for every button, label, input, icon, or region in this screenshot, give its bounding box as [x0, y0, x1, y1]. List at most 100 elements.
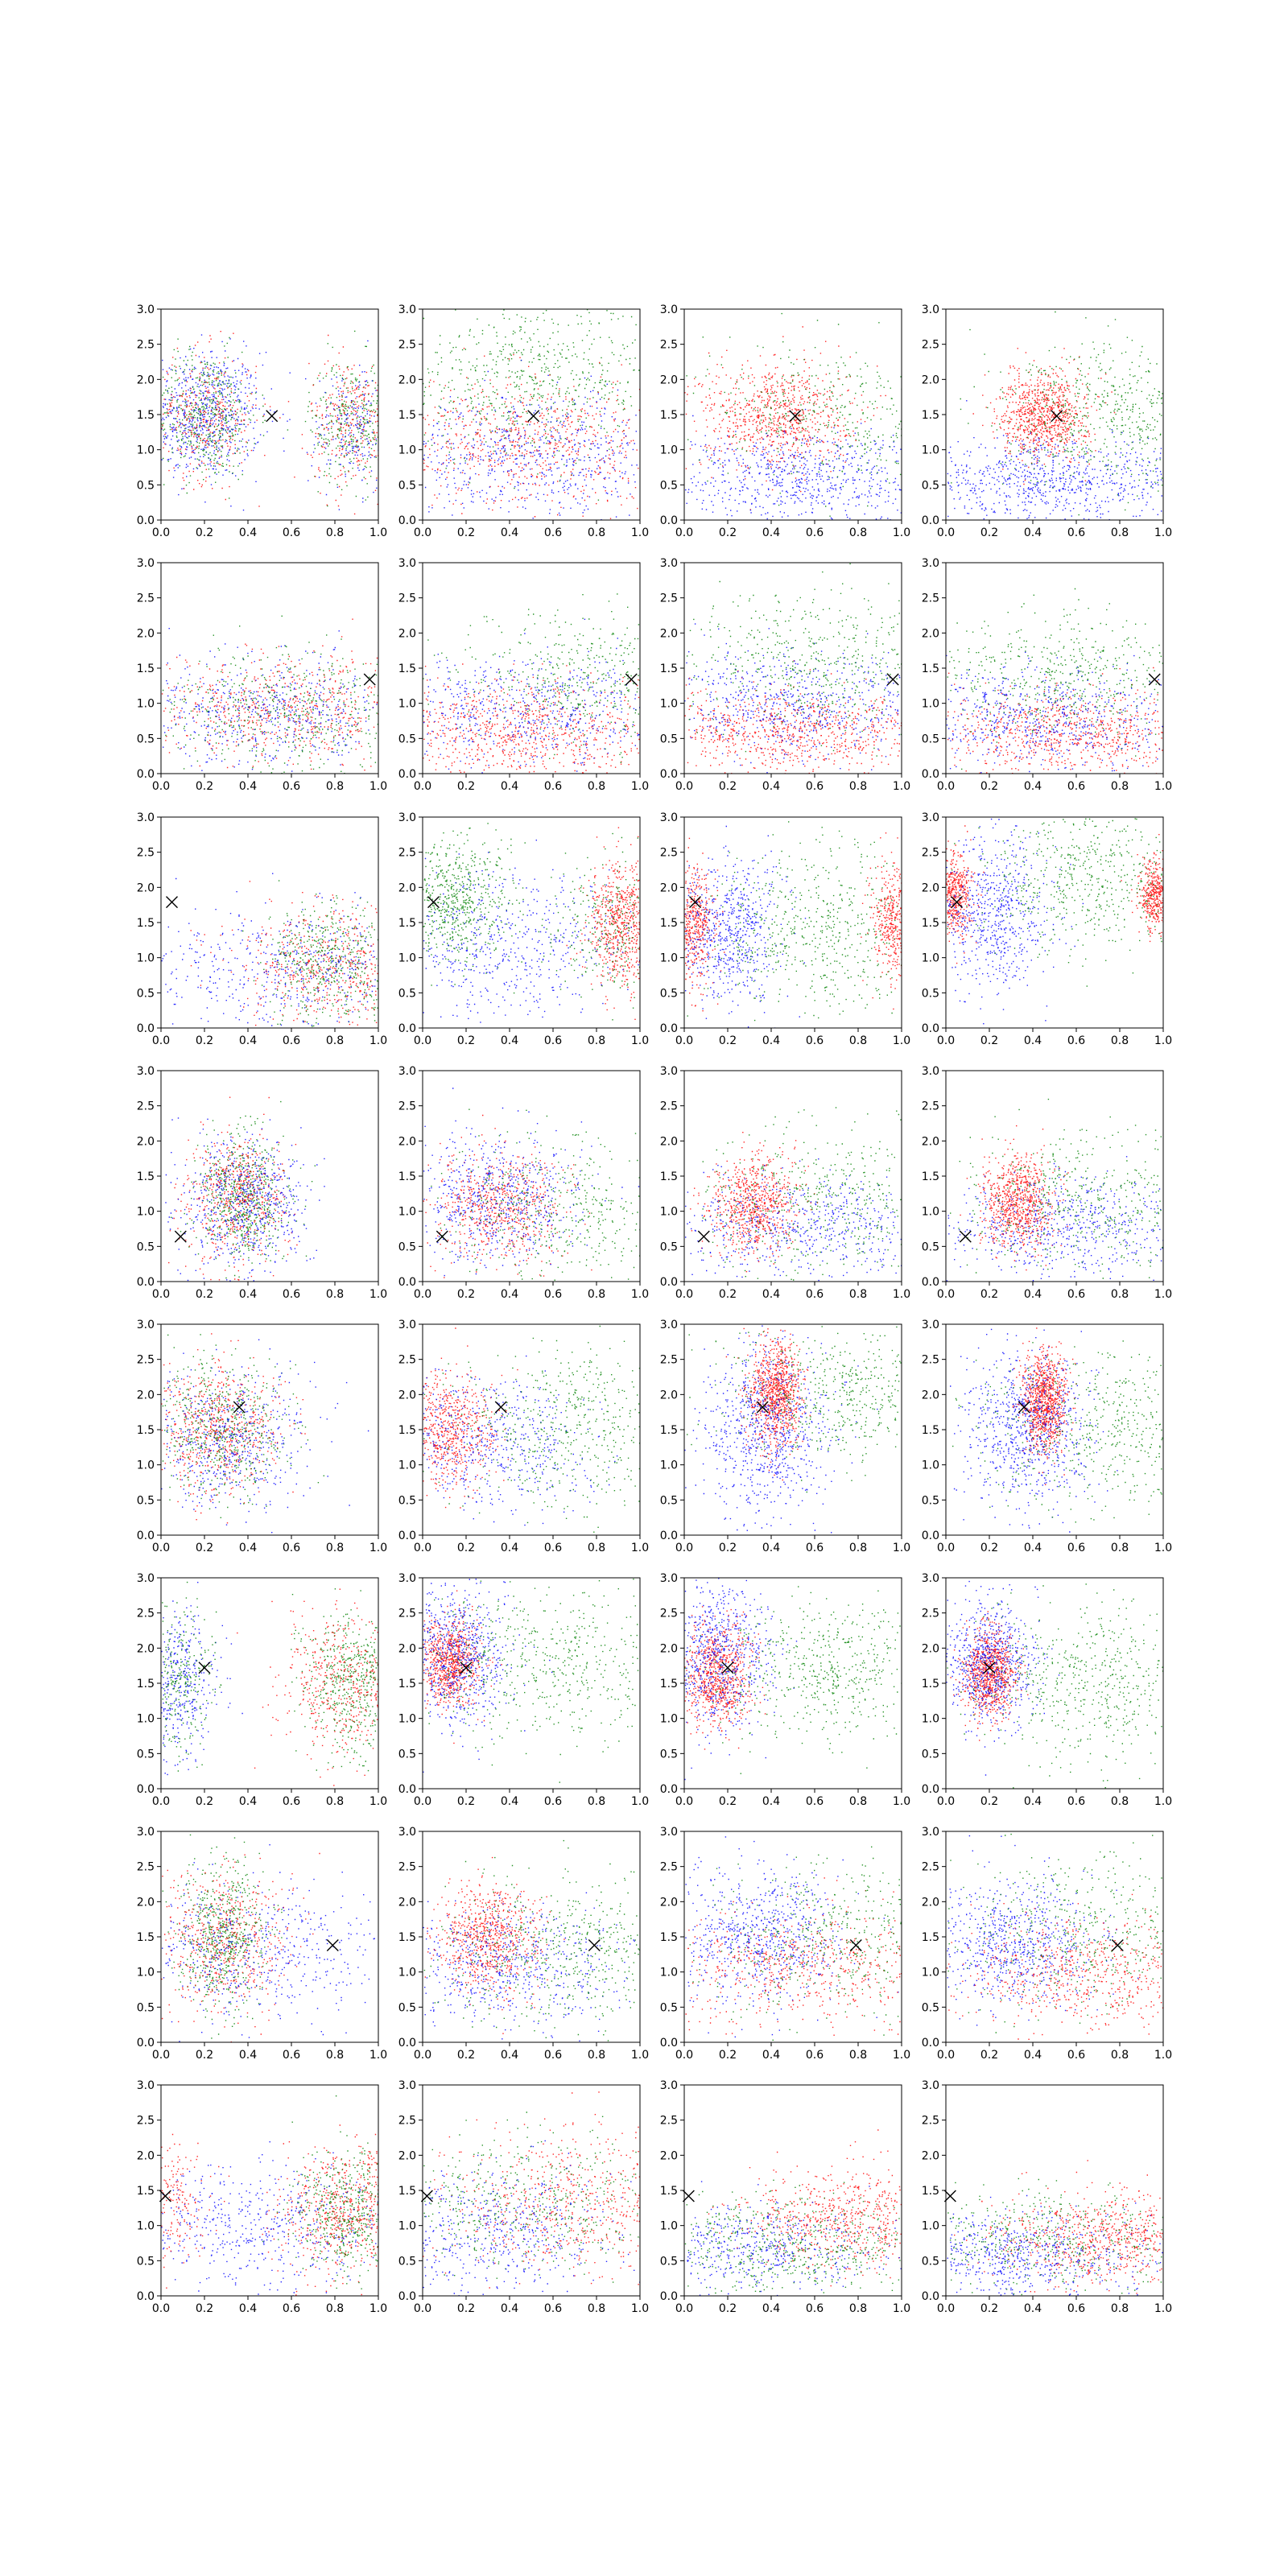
- x-tick-label: 0.4: [501, 2302, 518, 2315]
- y-tick-label: 2.5: [922, 2115, 939, 2128]
- y-tick-label: 3.0: [660, 303, 678, 316]
- x-tick-label: 0.0: [937, 1288, 955, 1301]
- x-tick-label: 0.4: [1024, 1288, 1042, 1301]
- y-tick-label: 0.0: [398, 1022, 416, 1035]
- x-tick-label: 0.2: [719, 780, 737, 793]
- y-tick-label: 0.5: [922, 1748, 939, 1761]
- x-tick-label: 0.4: [501, 1795, 518, 1808]
- y-tick-label: 3.0: [398, 1572, 416, 1585]
- y-tick-label: 1.5: [398, 1678, 416, 1690]
- y-tick-label: 0.0: [922, 1530, 939, 1542]
- panel-r3-c2: 0.0 0.2 0.4 0.6 0.8 1.0 0.0 0.5 1.0 1.5 2.0 2.5 3.0: [398, 811, 649, 1047]
- x-marker: [494, 1401, 507, 1414]
- x-tick-label: 0.0: [414, 2302, 431, 2315]
- y-tick-label: 1.0: [922, 444, 939, 457]
- point-cloud-green: [431, 1108, 640, 1281]
- y-tick-label: 1.0: [922, 1459, 939, 1472]
- y-tick-label: 2.0: [398, 2149, 416, 2162]
- y-tick-label: 3.0: [137, 1065, 155, 1078]
- point-cloud-red: [972, 348, 1116, 485]
- x-tick-label: 0.8: [1111, 1795, 1129, 1808]
- y-tick-label: 0.5: [922, 2001, 939, 2014]
- y-tick-label: 2.5: [660, 339, 678, 352]
- y-tick-label: 2.0: [137, 627, 155, 640]
- x-tick-label: 0.4: [762, 2302, 780, 2315]
- axes-frame: [422, 2084, 641, 2297]
- point-cloud-blue: [161, 334, 291, 511]
- y-tick-label: 2.5: [137, 592, 155, 605]
- x-marker: [721, 1662, 734, 1674]
- y-tick-label: 2.5: [922, 1861, 939, 1874]
- y-tick-label: 0.0: [922, 514, 939, 527]
- x-marker: [326, 1938, 339, 1951]
- x-tick-label: 0.8: [1111, 1034, 1129, 1047]
- x-tick-label: 0.2: [457, 2302, 475, 2315]
- x-tick-label: 0.4: [501, 1034, 518, 1047]
- y-tick-label: 1.5: [137, 917, 155, 930]
- point-cloud-green: [684, 1586, 902, 1774]
- panel-r1-c3: 0.0 0.2 0.4 0.6 0.8 1.0 0.0 0.5 1.0 1.5 2.0 2.5 3.0: [660, 303, 910, 539]
- y-tick-label: 3.0: [398, 303, 416, 316]
- y-tick-label: 2.0: [398, 1642, 416, 1655]
- x-tick-label: 0.2: [980, 526, 998, 539]
- x-tick-label: 0.4: [1024, 1034, 1042, 1047]
- x-tick-label: 0.4: [501, 1288, 518, 1301]
- y-tick-label: 1.5: [660, 409, 678, 422]
- y-tick-label: 3.0: [398, 1826, 416, 1839]
- y-tick-label: 0.5: [660, 1241, 678, 1253]
- y-tick-label: 0.5: [922, 987, 939, 1000]
- scatter-points: [684, 563, 902, 774]
- y-tick-label: 3.0: [922, 1572, 939, 1585]
- x-tick-label: 0.6: [806, 2049, 824, 2062]
- x-tick-label: 0.0: [937, 1542, 955, 1554]
- x-marker: [697, 1230, 710, 1243]
- x-tick-label: 0.2: [457, 1288, 475, 1301]
- y-tick-label: 1.5: [922, 409, 939, 422]
- x-tick-label: 0.0: [414, 1795, 431, 1808]
- y-tick-label: 2.5: [398, 2115, 416, 2128]
- point-cloud-green: [161, 336, 266, 499]
- y-tick-label: 0.5: [137, 2255, 155, 2268]
- point-cloud-red: [161, 331, 290, 507]
- x-tick-label: 1.0: [1154, 2049, 1172, 2062]
- x-tick-label: 0.0: [414, 780, 431, 793]
- x-tick-label: 0.2: [457, 2049, 475, 2062]
- panel-r1-c2: 0.0 0.2 0.4 0.6 0.8 1.0 0.0 0.5 1.0 1.5 2.0 2.5 3.0: [398, 303, 649, 539]
- x-tick-label: 0.8: [849, 1795, 867, 1808]
- x-tick-label: 1.0: [631, 526, 649, 539]
- axes-frame: [683, 1831, 902, 2043]
- x-tick-label: 0.0: [937, 780, 955, 793]
- x-tick-label: 0.8: [1111, 526, 1129, 539]
- y-tick-label: 0.0: [398, 1530, 416, 1542]
- x-tick-label: 0.4: [1024, 2302, 1042, 2315]
- x-tick-label: 1.0: [369, 2049, 387, 2062]
- y-tick-label: 1.0: [922, 1206, 939, 1219]
- x-tick-label: 1.0: [369, 1542, 387, 1554]
- x-marker: [1148, 673, 1161, 686]
- y-tick-label: 0.5: [660, 1494, 678, 1507]
- y-tick-label: 1.5: [922, 1931, 939, 1944]
- y-tick-label: 2.5: [660, 1608, 678, 1620]
- scatter-points: [161, 330, 378, 515]
- x-tick-label: 1.0: [631, 780, 649, 793]
- x-tick-label: 1.0: [369, 780, 387, 793]
- x-tick-label: 0.0: [414, 2049, 431, 2062]
- x-tick-label: 1.0: [1154, 2302, 1172, 2315]
- x-tick-label: 0.6: [544, 1795, 562, 1808]
- panel-r8-c2: 0.0 0.2 0.4 0.6 0.8 1.0 0.0 0.5 1.0 1.5 2.0 2.5 3.0: [398, 2079, 649, 2315]
- panel-r8-c4: 0.0 0.2 0.4 0.6 0.8 1.0 0.0 0.5 1.0 1.5 2.0 2.5 3.0: [922, 2079, 1172, 2315]
- x-tick-label: 0.2: [719, 1288, 737, 1301]
- point-cloud-green: [951, 311, 1163, 516]
- scatter-points: [947, 2160, 1163, 2296]
- scatter-points: [423, 593, 640, 774]
- point-cloud-blue: [161, 1339, 369, 1534]
- y-tick-label: 1.5: [922, 917, 939, 930]
- y-tick-label: 0.0: [137, 1783, 155, 1796]
- point-cloud-red: [168, 1096, 298, 1282]
- y-tick-label: 2.5: [398, 1100, 416, 1113]
- x-tick-label: 0.4: [762, 1288, 780, 1301]
- y-tick-label: 3.0: [922, 811, 939, 824]
- scatter-points: [161, 615, 378, 774]
- x-tick-label: 1.0: [893, 1034, 910, 1047]
- y-tick-label: 1.0: [398, 1713, 416, 1726]
